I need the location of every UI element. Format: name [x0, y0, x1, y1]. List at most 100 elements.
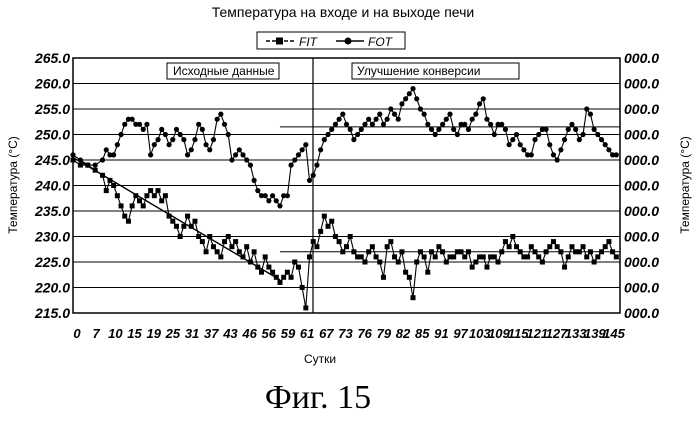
y-right-tick-label: 000.0 [624, 50, 659, 66]
y-axis-right: 000.0000.0000.0000.0000.0000.0000.0000.0… [624, 50, 659, 321]
annotation-baseline: Исходные данные [167, 63, 279, 79]
fit-point [159, 198, 164, 203]
fit-line [73, 160, 616, 308]
fot-point [555, 157, 560, 162]
fit-point [311, 239, 316, 244]
fot-point [300, 147, 305, 152]
fot-point [573, 127, 578, 132]
fit-point [603, 244, 608, 249]
fot-point [303, 142, 308, 147]
fit-point [141, 203, 146, 208]
fit-point [170, 219, 175, 224]
fot-point [355, 132, 360, 137]
fit-point [270, 270, 275, 275]
fit-point [411, 295, 416, 300]
x-tick-label: 0 [73, 326, 81, 341]
fot-point [155, 137, 160, 142]
fot-point [196, 122, 201, 127]
fit-point [100, 173, 105, 178]
fot-point [181, 137, 186, 142]
fit-point [200, 239, 205, 244]
fot-point [377, 112, 382, 117]
x-tick-label: 73 [338, 326, 353, 341]
fit-point [481, 254, 486, 259]
fot-point [492, 132, 497, 137]
fot-point [562, 137, 567, 142]
fit-point [119, 203, 124, 208]
fot-point [503, 127, 508, 132]
fot-point [599, 137, 604, 142]
legend: FIT FOT [257, 32, 405, 49]
fit-point [241, 254, 246, 259]
fot-point [189, 147, 194, 152]
fot-point [414, 96, 419, 101]
fot-point [337, 117, 342, 122]
fot-point [370, 122, 375, 127]
fot-point [270, 193, 275, 198]
fot-point [429, 127, 434, 132]
y-right-tick-label: 000.0 [624, 254, 659, 270]
fot-point [595, 132, 600, 137]
fit-point [314, 244, 319, 249]
fot-point [418, 106, 423, 111]
x-tick-label: 97 [453, 326, 468, 341]
fot-point [529, 152, 534, 157]
fit-point [218, 254, 223, 259]
fit-point [407, 275, 412, 280]
fot-point [122, 122, 127, 127]
fit-point [78, 163, 83, 168]
fot-point [185, 152, 190, 157]
fot-point [399, 101, 404, 106]
fot-point [311, 173, 316, 178]
fit-point [104, 188, 109, 193]
y-tick-label: 215.0 [34, 305, 70, 321]
fot-point [296, 152, 301, 157]
y-tick-label: 265.0 [34, 50, 70, 66]
fit-point [292, 260, 297, 265]
fot-point [473, 112, 478, 117]
fit-point [569, 244, 574, 249]
x-tick-label: 59 [281, 326, 296, 341]
fot-point [148, 152, 153, 157]
fit-point [326, 224, 331, 229]
y-tick-label: 245.0 [34, 152, 70, 168]
x-axis: 0710151925313743465659616773767982859197… [73, 326, 625, 341]
fit-point [277, 280, 282, 285]
fit-point [329, 219, 334, 224]
fot-point [392, 112, 397, 117]
fot-point [159, 127, 164, 132]
y-tick-label: 255.0 [34, 101, 70, 117]
fit-point [130, 203, 135, 208]
fit-point [289, 275, 294, 280]
legend-fit-marker [276, 38, 283, 45]
y-right-tick-label: 000.0 [624, 101, 659, 117]
y-tick-label: 220.0 [34, 280, 70, 296]
fot-point [240, 152, 245, 157]
x-tick-label: 7 [93, 326, 101, 341]
fot-point [93, 163, 98, 168]
x-tick-label: 43 [222, 326, 238, 341]
fot-point [166, 142, 171, 147]
fot-point [584, 106, 589, 111]
x-axis-title: Сутки [304, 352, 336, 366]
y-tick-label: 250.0 [34, 127, 70, 143]
fot-point [211, 137, 216, 142]
fot-point [385, 117, 390, 122]
fot-point [174, 127, 179, 132]
fot-point [215, 117, 220, 122]
fot-point [322, 137, 327, 142]
fot-point [425, 122, 430, 127]
fot-point [470, 117, 475, 122]
fot-point [274, 198, 279, 203]
x-tick-label: 31 [185, 326, 199, 341]
fot-point [407, 91, 412, 96]
legend-fot-marker [345, 38, 352, 45]
fot-point [488, 122, 493, 127]
fit-point [496, 260, 501, 265]
fot-point [484, 117, 489, 122]
y-axis-title-right: Температура (°C) [678, 136, 692, 233]
y-tick-label: 260.0 [34, 76, 70, 92]
x-tick-label: 19 [146, 326, 161, 341]
fit-point [252, 249, 257, 254]
fit-point [525, 254, 530, 259]
